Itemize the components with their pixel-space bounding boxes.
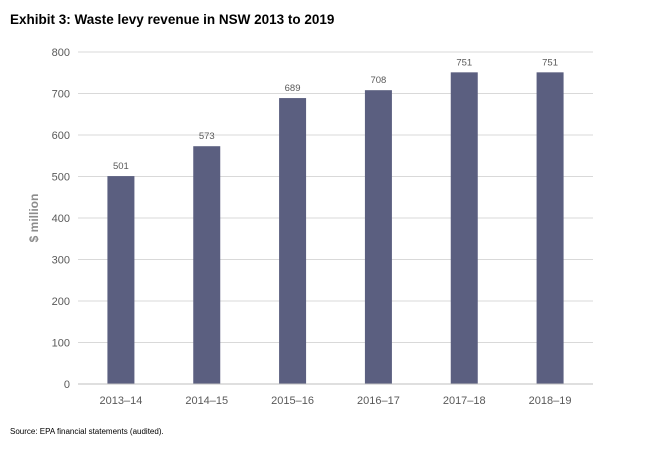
- x-tick-labels: 2013–14 2014–15 2015–16 2016–17 2017–18 2018–…: [100, 395, 572, 407]
- bar: [193, 146, 221, 384]
- data-label: 751: [542, 57, 558, 68]
- y-tick-label: 100: [52, 338, 70, 350]
- data-label: 501: [113, 161, 129, 172]
- bars: [107, 72, 564, 385]
- y-tick-label: 300: [52, 255, 70, 267]
- source-note: Source: EPA financial statements (audite…: [10, 427, 164, 436]
- y-tick-label: 0: [64, 379, 70, 391]
- data-labels: 501 573 689 708 751 751: [113, 57, 558, 172]
- bar: [107, 176, 135, 384]
- x-tick-label: 2018–19: [529, 395, 572, 407]
- data-label: 751: [456, 57, 472, 68]
- x-tick-label: 2015–16: [271, 395, 314, 407]
- data-label: 689: [285, 83, 301, 94]
- bar: [364, 90, 392, 385]
- data-label: 708: [370, 75, 386, 86]
- x-tick-label: 2017–18: [443, 395, 486, 407]
- y-tick-label: 700: [52, 89, 70, 101]
- x-tick-label: 2014–15: [185, 395, 228, 407]
- y-axis-label: $ million: [27, 194, 41, 243]
- bar: [536, 72, 564, 385]
- data-label: 573: [199, 131, 215, 142]
- gridlines: [78, 51, 593, 343]
- y-tick-labels: 0 100 200 300 400 500 600 700 800: [52, 47, 70, 391]
- y-tick-label: 400: [52, 213, 70, 225]
- x-tick-label: 2013–14: [100, 395, 143, 407]
- y-tick-label: 500: [52, 172, 70, 184]
- chart-title: Exhibit 3: Waste levy revenue in NSW 201…: [10, 12, 335, 27]
- y-tick-label: 800: [52, 47, 70, 59]
- y-tick-label: 200: [52, 296, 70, 308]
- bar: [450, 72, 478, 385]
- x-tick-label: 2016–17: [357, 395, 400, 407]
- bar: [279, 98, 307, 384]
- y-tick-label: 600: [52, 130, 70, 142]
